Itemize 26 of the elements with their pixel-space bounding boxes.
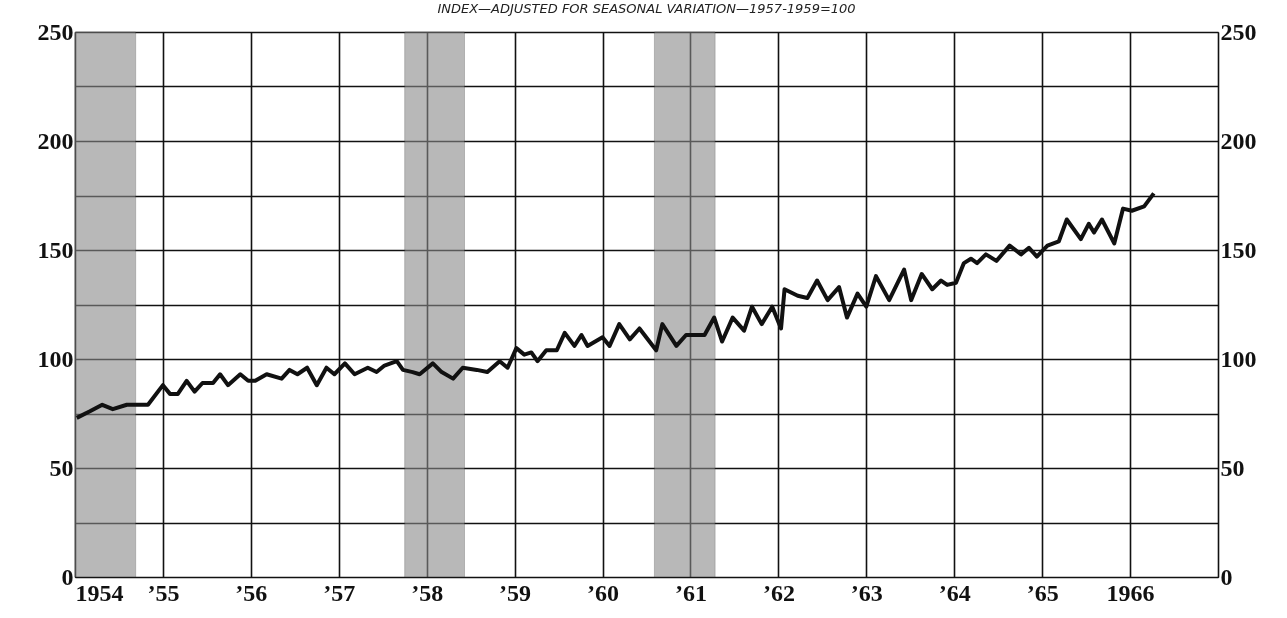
y2-tick-label: 100 — [1220, 345, 1257, 372]
y2-tick-label: 0 — [1220, 563, 1233, 590]
y2-tick-label: 250 — [1220, 18, 1257, 45]
y-tick-label: 50 — [49, 454, 74, 481]
x-tick-label: ’63 — [850, 579, 883, 606]
x-tick-label: ’55 — [147, 579, 180, 606]
x-tick-label: 1954 — [75, 579, 124, 606]
x-tick-label: ’57 — [323, 579, 356, 606]
x-tick-label: ’59 — [499, 579, 532, 606]
x-tick-label: ’61 — [674, 579, 707, 606]
x-tick-label: ’58 — [411, 579, 444, 606]
x-tick-label: ’65 — [1026, 579, 1059, 606]
y-tick-label: 100 — [37, 345, 74, 372]
chart-title: INDEX—ADJUSTED FOR SEASONAL VARIATION—1957-1959=100 — [437, 1, 856, 16]
y2-tick-label: 50 — [1220, 454, 1245, 481]
x-tick-label: 1966 — [1106, 579, 1155, 606]
y-tick-label: 150 — [37, 236, 74, 263]
x-tick-label: ’60 — [587, 579, 620, 606]
y-tick-label: 200 — [37, 127, 74, 154]
y-tick-label: 250 — [37, 18, 74, 45]
x-tick-label: ’64 — [938, 579, 971, 606]
x-tick-label: ’62 — [762, 579, 795, 606]
y2-tick-label: 150 — [1220, 236, 1257, 263]
y-tick-label: 0 — [61, 563, 74, 590]
x-tick-label: ’56 — [235, 579, 268, 606]
y2-tick-label: 200 — [1220, 127, 1257, 154]
